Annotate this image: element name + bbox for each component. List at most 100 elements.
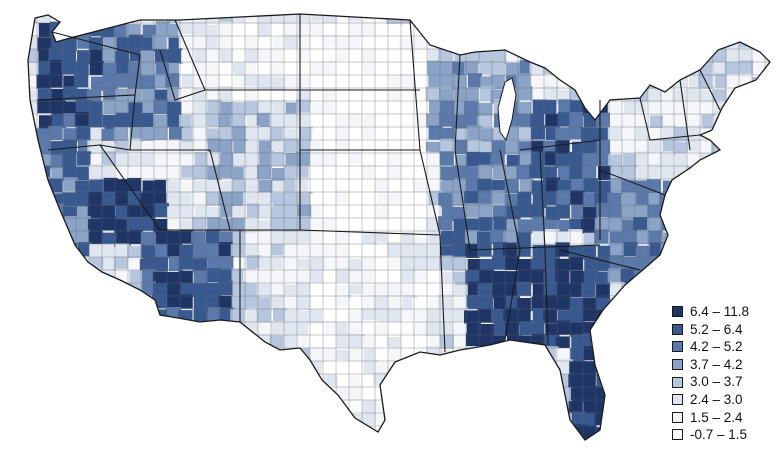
county-cell: [309, 62, 324, 77]
county-cell: [115, 361, 130, 376]
county-cell: [374, 178, 390, 193]
county-cell: [231, 179, 247, 194]
county-cell: [388, 165, 403, 180]
county-cell: [608, 73, 623, 88]
county-cell: [193, 346, 208, 361]
county-cell: [516, 425, 531, 440]
county-cell: [37, 37, 52, 52]
county-cell: [270, 14, 285, 24]
county-cell: [230, 244, 245, 259]
county-cell: [440, 282, 455, 297]
county-cell: [646, 138, 661, 154]
county-cell: [738, 283, 753, 298]
county-cell: [428, 426, 443, 440]
county-cell: [465, 178, 481, 193]
county-cell: [438, 294, 453, 309]
county-cell: [152, 271, 168, 286]
county-cell: [581, 282, 596, 298]
county-cell: [623, 21, 638, 36]
county-cell: [464, 203, 479, 218]
county-cell: [256, 308, 271, 323]
county-cell: [530, 398, 545, 413]
county-cell: [413, 50, 429, 65]
county-cell: [739, 113, 755, 128]
county-cell: [594, 151, 610, 166]
county-cell: [128, 400, 143, 415]
county-cell: [675, 23, 690, 38]
county-cell: [556, 24, 571, 39]
county-cell: [584, 258, 599, 273]
county-cell: [714, 270, 729, 285]
county-cell: [400, 192, 415, 208]
county-cell: [37, 99, 52, 114]
county-cell: [584, 141, 599, 156]
county-cell: [74, 166, 89, 181]
county-cell: [193, 296, 209, 311]
county-cell: [555, 336, 570, 351]
county-cell: [753, 179, 768, 194]
county-cell: [412, 191, 427, 207]
county-cell: [479, 426, 495, 440]
county-cell: [74, 60, 89, 76]
county-cell: [504, 440, 518, 453]
county-cell: [206, 49, 222, 64]
county-cell: [491, 308, 506, 324]
county-cell: [322, 398, 337, 414]
county-cell: [231, 37, 247, 52]
county-cell: [244, 23, 259, 38]
county-cell: [415, 385, 430, 400]
county-cell: [207, 60, 222, 75]
county-cell: [347, 320, 362, 335]
county-cell: [425, 438, 441, 440]
county-cell: [284, 268, 299, 283]
county-cell: [362, 73, 377, 88]
county-cell: [38, 388, 54, 403]
county-cell: [440, 61, 456, 76]
county-cell: [440, 166, 455, 181]
county-cell: [76, 216, 91, 231]
county-cell: [532, 283, 547, 298]
county-cell: [543, 440, 557, 453]
county-cell: [581, 48, 596, 63]
county-cell: [152, 35, 167, 50]
county-cell: [298, 191, 313, 206]
county-cell: [766, 242, 770, 257]
county-cell: [726, 14, 742, 24]
county-cell: [584, 36, 599, 51]
county-cell: [519, 179, 534, 194]
county-cell: [662, 284, 677, 299]
county-cell: [360, 37, 375, 52]
county-cell: [75, 437, 90, 440]
county-cell: [724, 216, 740, 231]
county-cell: [49, 297, 64, 313]
county-cell: [37, 245, 52, 260]
county-cell: [388, 307, 403, 323]
county-cell: [77, 50, 92, 65]
county-cell: [647, 271, 662, 286]
county-cell: [388, 177, 403, 193]
county-cell: [37, 297, 52, 312]
county-cell: [350, 387, 365, 402]
county-cell: [35, 14, 51, 26]
county-cell: [518, 35, 534, 50]
county-cell: [349, 375, 364, 390]
county-cell: [284, 191, 299, 206]
county-cell: [348, 361, 363, 376]
county-cell: [751, 243, 766, 258]
county-cell: [673, 113, 688, 128]
county-cell: [647, 310, 662, 326]
county-cell: [89, 388, 104, 404]
county-cell: [62, 372, 77, 387]
county-cell: [139, 193, 155, 208]
county-cell: [529, 24, 544, 39]
county-cell: [191, 216, 207, 232]
county-cell: [765, 165, 770, 180]
county-cell: [155, 230, 170, 245]
county-cell: [63, 359, 78, 374]
county-cell: [440, 138, 455, 153]
county-cell: [269, 113, 285, 128]
county-cell: [568, 34, 583, 49]
county-cell: [206, 112, 221, 127]
county-cell: [506, 388, 521, 403]
county-cell: [271, 244, 286, 259]
